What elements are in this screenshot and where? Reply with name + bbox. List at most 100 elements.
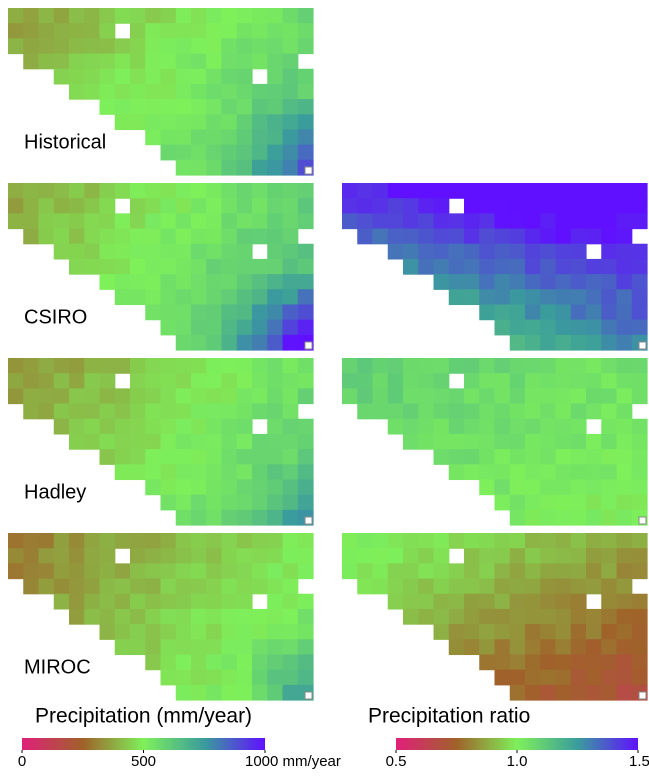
grid-cell bbox=[23, 8, 40, 24]
grid-cell bbox=[84, 358, 101, 374]
grid-cell bbox=[387, 183, 404, 199]
grid-cell bbox=[175, 159, 192, 176]
grid-cell bbox=[236, 639, 253, 656]
grid-cell bbox=[69, 258, 85, 275]
grid-cell bbox=[540, 654, 557, 671]
grid-cell bbox=[236, 258, 253, 275]
grid-cell bbox=[69, 433, 85, 450]
grid-cell bbox=[555, 198, 572, 214]
grid-cell bbox=[145, 23, 162, 39]
grid-cell bbox=[145, 548, 162, 564]
grid-cell bbox=[297, 68, 314, 85]
grid-cell bbox=[206, 593, 223, 610]
grid-cell bbox=[479, 548, 496, 564]
grid-cell bbox=[509, 654, 526, 671]
grid-cell bbox=[631, 608, 648, 625]
grid-cell bbox=[84, 183, 101, 199]
grid-cell bbox=[509, 608, 526, 625]
grid-cell bbox=[69, 183, 85, 199]
grid-cell bbox=[570, 533, 587, 549]
grid-cell bbox=[570, 418, 587, 435]
grid-cell bbox=[206, 144, 223, 161]
grid-cell bbox=[464, 418, 480, 435]
grid-cell bbox=[509, 274, 526, 290]
grid-cell bbox=[221, 388, 238, 405]
grid-cell bbox=[221, 509, 238, 526]
grid-cell bbox=[570, 639, 587, 656]
grid-cell bbox=[570, 433, 587, 450]
grid-cell bbox=[191, 83, 207, 100]
grid-cell bbox=[479, 533, 496, 549]
grid-cell bbox=[601, 304, 618, 321]
grid-cell bbox=[555, 358, 572, 374]
grid-cell bbox=[236, 114, 253, 131]
grid-cell bbox=[99, 274, 116, 290]
grid-cell bbox=[84, 403, 101, 420]
grid-cell bbox=[206, 38, 223, 55]
grid-cell bbox=[372, 198, 389, 214]
grid-cell bbox=[252, 8, 268, 24]
grid-cell bbox=[297, 418, 314, 435]
grid-cell bbox=[99, 53, 116, 70]
grid-cell bbox=[631, 358, 648, 374]
grid-cell bbox=[403, 258, 419, 275]
grid-cell bbox=[69, 228, 85, 245]
grid-cell bbox=[525, 433, 541, 450]
grid-cell bbox=[631, 289, 648, 306]
grid-cell bbox=[160, 304, 177, 321]
grid-cell bbox=[464, 274, 480, 290]
grid-cell bbox=[160, 388, 177, 405]
grid-cell bbox=[509, 388, 526, 405]
grid-cell bbox=[145, 578, 162, 595]
corner-icon bbox=[304, 166, 313, 175]
grid-cell bbox=[479, 563, 496, 580]
grid-cell bbox=[160, 183, 177, 199]
grid-cell bbox=[114, 433, 131, 450]
grid-cell bbox=[221, 198, 238, 214]
grid-cell bbox=[130, 274, 146, 290]
grid-cell bbox=[433, 403, 450, 420]
grid-cell bbox=[160, 144, 177, 161]
grid-cell bbox=[221, 8, 238, 24]
grid-cell bbox=[631, 258, 648, 275]
grid-cell bbox=[282, 373, 299, 389]
grid-cell bbox=[555, 548, 572, 564]
panel-label: Hadley bbox=[24, 481, 86, 503]
grid-cell bbox=[160, 654, 177, 671]
grid-cell bbox=[114, 403, 131, 420]
grid-cell bbox=[114, 274, 131, 290]
grid-cell bbox=[236, 144, 253, 161]
grid-cell bbox=[601, 654, 618, 671]
grid-cell bbox=[84, 578, 101, 595]
grid-cell bbox=[221, 83, 238, 100]
grid-cell bbox=[570, 334, 587, 351]
grid-cell bbox=[191, 213, 207, 230]
grid-cell bbox=[114, 578, 131, 595]
grid-cell bbox=[297, 114, 314, 131]
grid-cell bbox=[160, 358, 177, 374]
grid-cell bbox=[130, 8, 146, 24]
grid-cell bbox=[282, 509, 299, 526]
grid-cell bbox=[464, 358, 480, 374]
grid-cell bbox=[616, 258, 633, 275]
grid-cell bbox=[387, 593, 404, 610]
grid-cell bbox=[282, 624, 299, 640]
map-panel bbox=[342, 533, 648, 701]
grid-cell bbox=[616, 624, 633, 640]
colorbar-title: Precipitation ratio bbox=[368, 705, 530, 728]
grid-cell bbox=[38, 183, 55, 199]
grid-cell bbox=[616, 334, 633, 351]
grid-cell bbox=[130, 99, 146, 115]
grid-cell bbox=[464, 403, 480, 420]
grid-cell bbox=[84, 258, 101, 275]
grid-cell bbox=[616, 319, 633, 336]
grid-cell bbox=[114, 38, 131, 55]
grid-cell bbox=[130, 38, 146, 55]
grid-cell bbox=[175, 509, 192, 526]
grid-cell bbox=[8, 358, 24, 374]
grid-cell bbox=[267, 373, 284, 389]
grid-cell bbox=[555, 213, 572, 230]
grid-cell bbox=[84, 418, 101, 435]
grid-cell bbox=[570, 243, 587, 260]
grid-cell bbox=[586, 258, 602, 275]
